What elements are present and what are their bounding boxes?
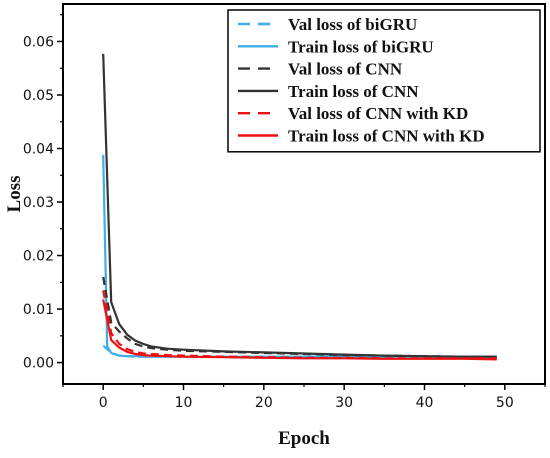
x-tick-label-10: 10 (175, 395, 193, 411)
legend-label-2: Train loss of biGRU (288, 37, 434, 56)
x-tick-label-40: 40 (416, 395, 434, 411)
y-tick-label-1: 0.01 (23, 302, 54, 318)
y-tick-label-2: 0.02 (23, 249, 54, 265)
y-tick-label-6: 0.06 (23, 34, 54, 50)
x-tick-label-30: 30 (335, 395, 353, 411)
y-tick-label-0: 0.00 (23, 356, 54, 372)
x-tick-label-50: 50 (496, 395, 514, 411)
ticks-layer: 0 10 20 30 40 50 0.00 0.01 0.02 0.03 0.04 0.05 0.06 (23, 14, 546, 411)
legend-box (227, 9, 541, 153)
legend-label-3: Val loss of CNN (288, 60, 403, 79)
legend-label-1: Val loss of biGRU (288, 15, 417, 34)
y-tick-label-5: 0.05 (23, 88, 54, 104)
series-layer (102, 53, 497, 361)
x-tick-label-20: 20 (255, 395, 273, 411)
series-line-6 (102, 299, 497, 361)
y-tick-label-4: 0.04 (23, 142, 54, 158)
x-tick-label-0: 0 (99, 395, 108, 411)
y-axis-title: Loss (4, 176, 25, 213)
legend: Val loss of biGRU Train loss of biGRU Val … (227, 9, 541, 153)
legend-label-4: Train loss of CNN (288, 82, 419, 101)
series-line-4 (102, 53, 497, 358)
x-axis-title: Epoch (278, 428, 330, 449)
y-tick-label-3: 0.03 (23, 195, 54, 211)
legend-label-5: Val loss of CNN with KD (288, 104, 468, 123)
legend-label-6: Train loss of CNN with KD (288, 127, 485, 146)
